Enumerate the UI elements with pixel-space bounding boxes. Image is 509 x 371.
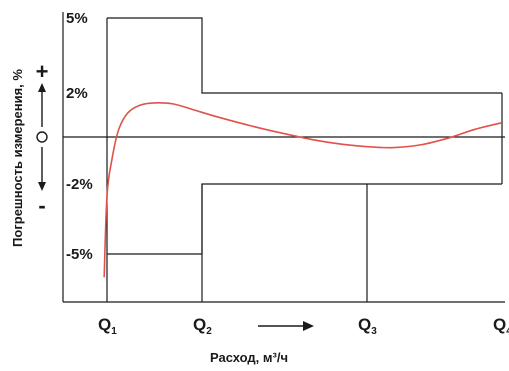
minus-sign: - [38, 193, 45, 218]
x-tick-label: Q1 [98, 315, 117, 337]
sign-indicator: + - [36, 59, 49, 218]
error-curve [103, 102, 503, 278]
flow-direction-arrow [258, 321, 314, 331]
y-tick-label: -5% [66, 246, 93, 263]
x-tick-label: Q2 [193, 315, 212, 337]
lower-limit-line [107, 183, 502, 255]
plus-sign: + [36, 59, 49, 84]
y-tick-label: -2% [66, 176, 93, 193]
zero-circle-icon [36, 131, 48, 143]
x-tick-labels: Q1 Q2 Q3 Q4 [98, 315, 509, 337]
y-tick-labels: 5% 2% -2% -5% [66, 10, 93, 263]
x-tick-label: Q4 [493, 315, 509, 337]
x-axis-label: Расход, м³/ч [210, 350, 288, 365]
upper-limit-line [107, 17, 502, 94]
y-tick-label: 2% [66, 85, 88, 102]
y-tick-label: 5% [66, 10, 88, 27]
y-axis-label: Погрешность измерения, % [10, 69, 25, 247]
x-tick-label: Q3 [358, 315, 377, 337]
